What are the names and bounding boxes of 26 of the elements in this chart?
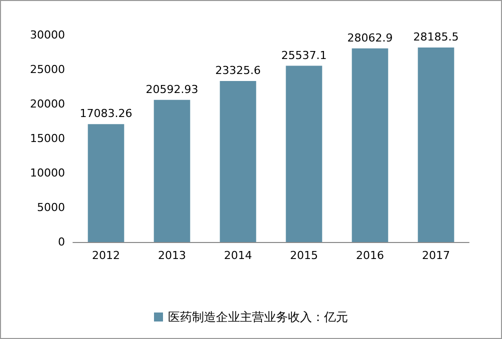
x-tick-label: 2017 <box>422 249 450 262</box>
data-label: 20592.93 <box>146 82 198 96</box>
bar <box>220 81 256 242</box>
y-tick-label: 30000 <box>30 28 65 42</box>
x-tick-label: 2013 <box>158 249 186 262</box>
x-tick-label: 2015 <box>290 249 318 262</box>
x-tick-label: 2012 <box>92 249 120 262</box>
bar <box>352 48 388 242</box>
bar <box>88 124 124 242</box>
bar <box>418 48 454 242</box>
y-tick-label: 15000 <box>30 132 65 145</box>
bar <box>154 100 190 242</box>
y-tick-label: 5000 <box>37 201 65 214</box>
y-tick-label: 0 <box>58 236 65 248</box>
legend-label: 医药制造企业主营业务收入：亿元 <box>168 310 348 324</box>
x-tick-label: 2016 <box>356 249 384 262</box>
x-tick-label: 2014 <box>224 249 252 262</box>
data-label: 25537.1 <box>281 48 327 62</box>
data-label: 28062.9 <box>347 31 393 44</box>
data-label: 28185.5 <box>413 30 459 44</box>
y-tick-label: 20000 <box>30 98 65 110</box>
data-label: 17083.26 <box>80 107 132 120</box>
data-label: 23325.6 <box>215 64 261 78</box>
y-tick-label: 10000 <box>30 166 65 180</box>
y-tick-label: 25000 <box>30 63 65 76</box>
bar <box>286 66 322 242</box>
